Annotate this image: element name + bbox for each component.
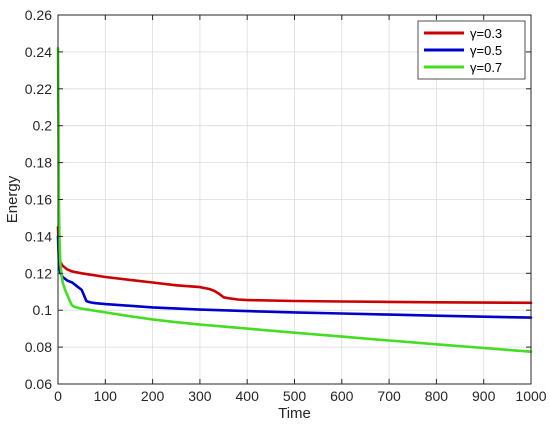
x-tick-label: 900: [472, 388, 496, 404]
legend-entry: γ=0.5: [470, 43, 502, 58]
x-tick-label: 200: [141, 388, 165, 404]
series-line-2: [56, 235, 533, 319]
ticks: [57, 14, 532, 385]
x-tick-label: 800: [425, 388, 449, 404]
x-axis-label: Time: [278, 405, 311, 422]
series-line-3: [56, 46, 533, 354]
legend-entry: γ=0.3: [470, 26, 502, 41]
x-tick-label: 100: [94, 388, 118, 404]
tick-labels: 0 100 200 300 400 500 600 700 800 900 1000 0.06 0.08…: [25, 7, 547, 404]
y-tick-label: 0.22: [25, 81, 52, 97]
series-line-1: [56, 225, 533, 305]
x-tick-label: 500: [283, 388, 307, 404]
x-tick-label: 700: [377, 388, 401, 404]
y-tick-label: 0.12: [25, 265, 52, 281]
series-lines: [56, 46, 533, 354]
x-tick-label: 400: [236, 388, 260, 404]
y-tick-label: 0.14: [25, 228, 52, 244]
x-tick-label: 600: [330, 388, 354, 404]
y-tick-label: 0.08: [25, 339, 52, 355]
y-tick-label: 0.26: [25, 7, 52, 23]
y-tick-label: 0.16: [25, 192, 52, 208]
y-tick-label: 0.2: [33, 118, 53, 134]
x-tick-label: 300: [188, 388, 212, 404]
y-tick-label: 0.24: [25, 44, 52, 60]
x-tick-label: 0: [54, 388, 62, 404]
legend-entry: γ=0.7: [470, 60, 502, 75]
y-tick-label: 0.18: [25, 155, 52, 171]
y-axis-label: Energy: [4, 175, 21, 223]
x-tick-label: 1000: [515, 388, 546, 404]
y-tick-label: 0.06: [25, 376, 52, 392]
y-tick-label: 0.1: [33, 302, 53, 318]
legend: γ=0.3 γ=0.5 γ=0.7: [417, 20, 526, 80]
